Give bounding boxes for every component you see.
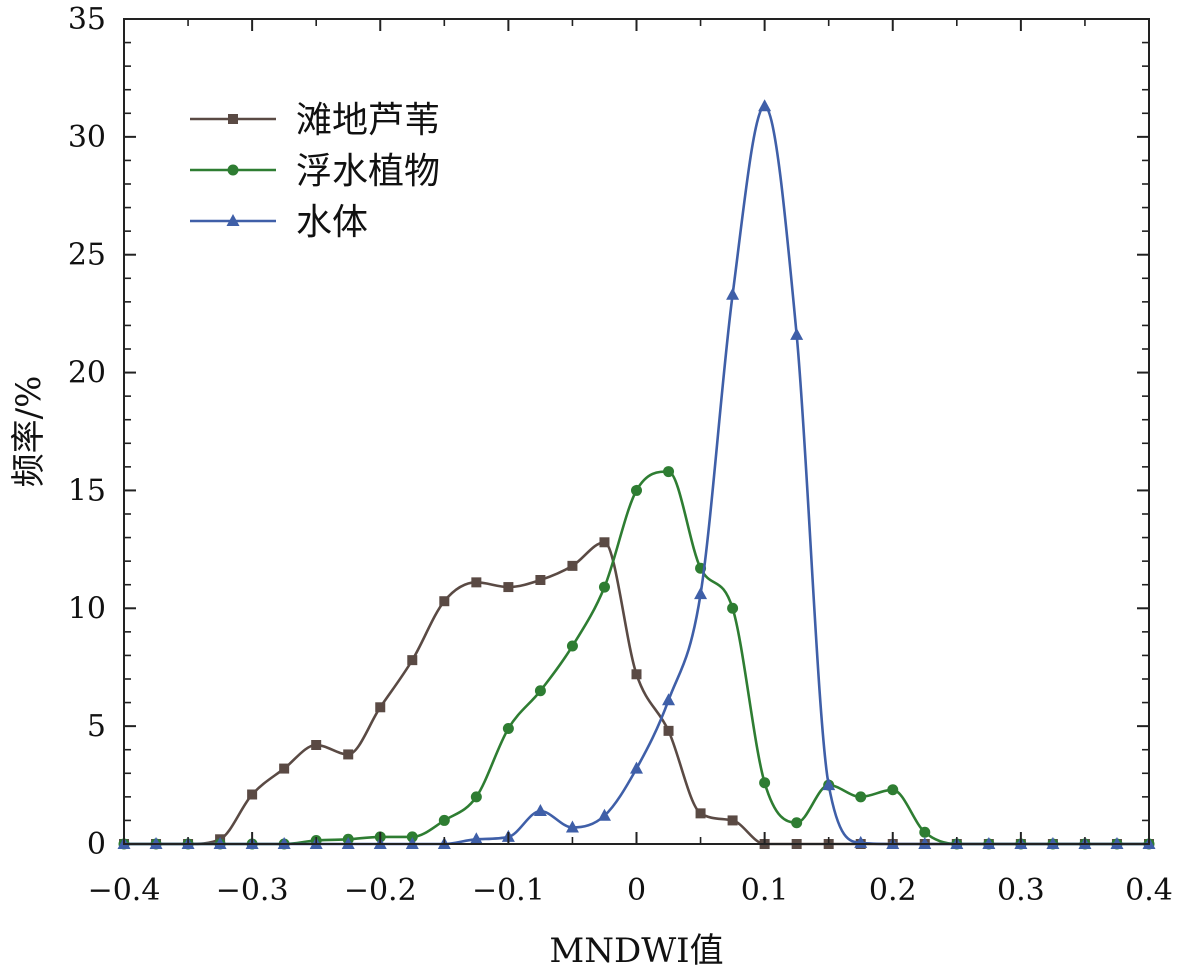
series-line [122, 104, 1151, 846]
legend-label: 滩地芦苇 [296, 100, 440, 141]
x-tick-label: −0.3 [216, 873, 289, 908]
data-point [727, 815, 738, 826]
y-tick-label: 25 [68, 238, 106, 273]
y-tick-label: 20 [68, 356, 106, 391]
x-tick-label: 0 [627, 873, 646, 908]
y-axis-title: 频率/% [9, 376, 49, 488]
data-point [887, 784, 899, 796]
x-tick-label: −0.2 [344, 873, 417, 908]
data-point [598, 581, 610, 593]
x-tick-label: −0.1 [472, 873, 545, 908]
data-point [597, 808, 611, 821]
series-1 [119, 537, 1154, 849]
data-point [469, 832, 483, 845]
data-point [343, 749, 354, 760]
data-point [631, 669, 642, 680]
data-point [566, 640, 578, 652]
legend-item: 水体 [190, 202, 368, 243]
data-point [247, 789, 258, 800]
data-point [407, 655, 418, 666]
legend-label: 水体 [296, 202, 368, 243]
data-point [791, 817, 803, 829]
plot-frame [123, 18, 1150, 845]
series-line [122, 470, 1151, 846]
series-2 [118, 466, 1155, 850]
legend-marker [226, 214, 240, 226]
data-point [855, 791, 867, 803]
data-point [790, 327, 804, 340]
data-point [534, 685, 546, 697]
data-point [822, 778, 836, 791]
data-point [662, 693, 676, 706]
x-tick-label: 0.4 [1125, 873, 1173, 908]
x-tick-label: 0.3 [997, 873, 1045, 908]
x-tick-label: 0.2 [869, 873, 917, 908]
y-tick-label: 15 [68, 473, 106, 508]
y-tick-label: 5 [87, 709, 106, 744]
x-tick-label: 0.1 [741, 873, 789, 908]
y-tick-label: 0 [87, 827, 106, 862]
legend-marker [227, 164, 239, 176]
series-3 [117, 99, 1156, 849]
data-point [375, 702, 386, 713]
data-point [663, 466, 675, 478]
data-point [406, 831, 418, 843]
data-point [663, 725, 674, 736]
x-tick-label: −0.4 [88, 873, 161, 908]
data-point [503, 582, 514, 593]
data-point [279, 763, 290, 774]
data-point [438, 814, 450, 826]
legend-marker [228, 114, 238, 124]
axes: −0.4 −0.3 −0.2 −0.1 0 0.1 0.2 0.3 0.4 0 5 10 15 20 25 3… [68, 2, 1173, 908]
series-line [122, 540, 1151, 846]
data-point [311, 740, 322, 750]
data-point [535, 575, 546, 585]
plot-area [117, 99, 1156, 850]
y-tick-label: 35 [68, 2, 106, 37]
data-point [694, 587, 708, 600]
data-point [599, 537, 610, 548]
data-point [470, 791, 482, 803]
data-point [726, 287, 740, 300]
data-point [565, 820, 579, 833]
data-point [727, 602, 739, 614]
legend-item: 滩地芦苇 [190, 100, 440, 141]
data-point [695, 808, 706, 819]
data-point [533, 804, 547, 816]
data-point [631, 484, 642, 496]
legend-label: 浮水植物 [296, 151, 440, 192]
legend-item: 浮水植物 [190, 151, 440, 192]
data-point [919, 826, 931, 838]
y-tick-label: 10 [68, 591, 106, 626]
y-tick-label: 30 [68, 120, 106, 155]
data-point [758, 99, 772, 112]
data-point [471, 577, 482, 588]
data-point [439, 596, 450, 607]
data-point [567, 560, 578, 571]
data-point [759, 777, 771, 789]
data-point [630, 761, 643, 774]
data-point [502, 723, 514, 734]
x-axis-title: MNDWI值 [549, 931, 723, 970]
